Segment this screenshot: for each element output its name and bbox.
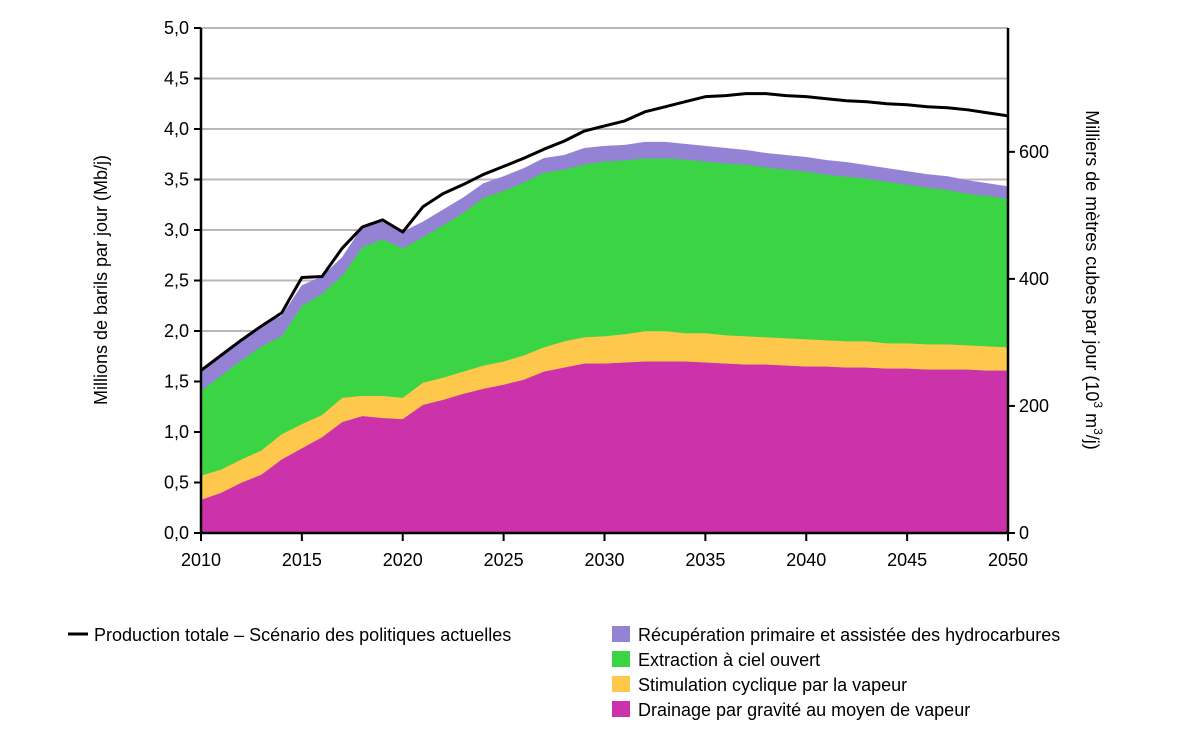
x-tick-label: 2025 xyxy=(484,550,524,570)
y-axis-right-label-sup1: 3 xyxy=(1091,401,1105,408)
legend-label-sagd: Drainage par gravité au moyen de vapeur xyxy=(638,700,970,720)
y-right-tick-label: 0 xyxy=(1019,523,1029,543)
x-tick-label: 2015 xyxy=(282,550,322,570)
legend-item-cyclic-steam: Stimulation cyclique par la vapeur xyxy=(612,675,907,695)
y-axis-right-label-main: Milliers de mètres cubes par jour (10 xyxy=(1082,110,1102,401)
x-tick-label: 2010 xyxy=(181,550,221,570)
x-tick-label: 2030 xyxy=(584,550,624,570)
y-left-tick-label: 1,0 xyxy=(164,422,189,442)
axes xyxy=(194,27,1015,541)
x-tick-label: 2050 xyxy=(988,550,1028,570)
x-tick-label: 2035 xyxy=(685,550,725,570)
legend-item-open-pit: Extraction à ciel ouvert xyxy=(612,650,820,670)
y-left-tick-label: 1,5 xyxy=(164,372,189,392)
y-left-tick-label: 3,5 xyxy=(164,170,189,190)
y-axis-left-label: Millions de barils par jour (Mb/j) xyxy=(91,155,111,405)
tick-labels: 0,0 0,5 1,0 1,5 2,0 2,5 3,0 3,5 4,0 4,5 5,0 2010 201… xyxy=(164,18,1049,570)
legend-item-sagd: Drainage par gravité au moyen de vapeur xyxy=(612,700,970,720)
y-axis-right-label: Milliers de mètres cubes par jour (103 m… xyxy=(1082,110,1105,450)
y-right-tick-label: 400 xyxy=(1019,269,1049,289)
y-right-tick-label: 200 xyxy=(1019,396,1049,416)
y-left-tick-label: 2,5 xyxy=(164,271,189,291)
legend: Production totale – Scénario des politiq… xyxy=(68,625,1060,720)
y-left-tick-label: 2,0 xyxy=(164,321,189,341)
legend-swatch-primary-recovery xyxy=(612,626,630,642)
total-line-group xyxy=(200,92,1009,372)
legend-swatch-open-pit xyxy=(612,651,630,667)
y-axis-right-label-end: /j) xyxy=(1082,435,1102,450)
legend-label-total: Production totale – Scénario des politiq… xyxy=(94,625,511,645)
legend-label-cyclic-steam: Stimulation cyclique par la vapeur xyxy=(638,675,907,695)
y-left-tick-label: 4,0 xyxy=(164,119,189,139)
y-left-tick-label: 3,0 xyxy=(164,220,189,240)
x-tick-label: 2020 xyxy=(383,550,423,570)
total-production-line xyxy=(200,92,1009,372)
x-tick-label: 2040 xyxy=(786,550,826,570)
y-left-tick-label: 5,0 xyxy=(164,18,189,38)
legend-swatch-cyclic-steam xyxy=(612,676,630,692)
legend-swatch-sagd xyxy=(612,701,630,717)
legend-item-primary-recovery: Récupération primaire et assistée des hy… xyxy=(612,625,1060,645)
legend-item-total: Production totale – Scénario des politiq… xyxy=(68,625,511,645)
y-left-tick-label: 4,5 xyxy=(164,69,189,89)
y-axis-right-label-mid: m xyxy=(1082,408,1102,428)
y-right-tick-label: 600 xyxy=(1019,142,1049,162)
y-left-tick-label: 0,0 xyxy=(164,523,189,543)
y-left-tick-label: 0,5 xyxy=(164,473,189,493)
area-series-group xyxy=(200,141,1009,534)
legend-label-open-pit: Extraction à ciel ouvert xyxy=(638,650,820,670)
x-tick-label: 2045 xyxy=(887,550,927,570)
legend-label-primary-recovery: Récupération primaire et assistée des hy… xyxy=(638,625,1060,645)
y-axis-right-label-sup2: 3 xyxy=(1091,428,1105,435)
